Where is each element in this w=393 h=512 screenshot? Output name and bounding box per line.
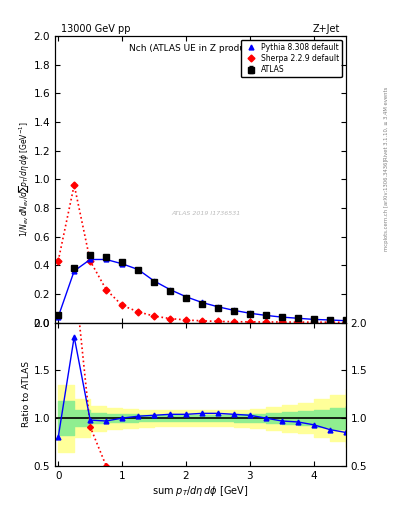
Text: Nch (ATLAS UE in Z production): Nch (ATLAS UE in Z production) <box>129 45 272 53</box>
Sherpa 2.2.9 default <box>296 319 300 325</box>
Pythia 8.308 default <box>184 294 188 300</box>
Pythia 8.308 default <box>216 304 220 310</box>
Pythia 8.308 default <box>296 315 300 322</box>
Sherpa 2.2.9 default <box>248 319 252 325</box>
Pythia 8.308 default <box>279 314 284 320</box>
Sherpa 2.2.9 default <box>200 318 204 324</box>
Pythia 8.308 default <box>200 300 204 306</box>
Sherpa 2.2.9 default <box>327 319 332 325</box>
Sherpa 2.2.9 default <box>184 317 188 323</box>
Y-axis label: $1/N_{ev}\,dN_{ev}/d\!\sum\!p_T/d\eta\,d\phi\;[\mathrm{GeV}^{-1}]$: $1/N_{ev}\,dN_{ev}/d\!\sum\!p_T/d\eta\,d… <box>17 121 31 237</box>
Sherpa 2.2.9 default <box>264 319 268 325</box>
Sherpa 2.2.9 default <box>312 319 316 325</box>
Pythia 8.308 default <box>56 314 61 320</box>
Pythia 8.308 default <box>343 317 348 324</box>
Sherpa 2.2.9 default <box>104 287 108 293</box>
Sherpa 2.2.9 default <box>120 302 125 308</box>
Sherpa 2.2.9 default <box>168 315 173 322</box>
Sherpa 2.2.9 default <box>279 319 284 325</box>
Pythia 8.308 default <box>136 266 140 272</box>
Pythia 8.308 default <box>72 268 77 274</box>
Text: Rivet 3.1.10, ≥ 3.4M events: Rivet 3.1.10, ≥ 3.4M events <box>384 86 389 160</box>
Pythia 8.308 default <box>120 261 125 267</box>
Sherpa 2.2.9 default <box>343 319 348 325</box>
Pythia 8.308 default <box>168 287 173 293</box>
Pythia 8.308 default <box>104 257 108 263</box>
Pythia 8.308 default <box>152 278 156 284</box>
Pythia 8.308 default <box>312 316 316 323</box>
Text: Z+Jet: Z+Jet <box>313 25 340 34</box>
Pythia 8.308 default <box>231 307 236 313</box>
Sherpa 2.2.9 default <box>231 318 236 325</box>
Sherpa 2.2.9 default <box>56 258 61 264</box>
Text: ATLAS 2019 I1736531: ATLAS 2019 I1736531 <box>172 211 241 216</box>
Sherpa 2.2.9 default <box>152 313 156 319</box>
Sherpa 2.2.9 default <box>88 258 92 264</box>
Text: 13000 GeV pp: 13000 GeV pp <box>61 25 130 34</box>
Sherpa 2.2.9 default <box>136 309 140 315</box>
X-axis label: sum $p_T/d\eta\,d\phi$ [GeV]: sum $p_T/d\eta\,d\phi$ [GeV] <box>152 483 249 498</box>
Pythia 8.308 default <box>264 312 268 318</box>
Pythia 8.308 default <box>88 257 92 263</box>
Line: Pythia 8.308 default: Pythia 8.308 default <box>56 257 348 323</box>
Pythia 8.308 default <box>248 310 252 316</box>
Legend: Pythia 8.308 default, Sherpa 2.2.9 default, ATLAS: Pythia 8.308 default, Sherpa 2.2.9 defau… <box>241 39 342 77</box>
Sherpa 2.2.9 default <box>72 182 77 188</box>
Sherpa 2.2.9 default <box>216 318 220 325</box>
Line: Sherpa 2.2.9 default: Sherpa 2.2.9 default <box>56 182 348 325</box>
Text: mcplots.cern.ch [arXiv:1306.3436]: mcplots.cern.ch [arXiv:1306.3436] <box>384 159 389 250</box>
Pythia 8.308 default <box>327 317 332 323</box>
Y-axis label: Ratio to ATLAS: Ratio to ATLAS <box>22 361 31 427</box>
